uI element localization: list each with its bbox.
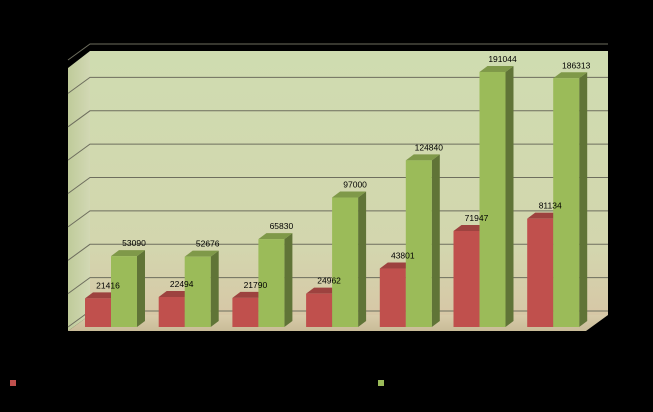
data-label: 53090 <box>122 238 146 248</box>
data-label: 21790 <box>244 280 268 290</box>
data-label: 24962 <box>317 276 341 286</box>
bar-top-face <box>111 250 145 257</box>
bar <box>258 239 285 327</box>
bar-series-2-cat-5 <box>405 154 440 327</box>
data-label: 52676 <box>196 239 220 249</box>
gridline <box>67 143 608 161</box>
bar-series-2-cat-7 <box>553 72 588 327</box>
data-label: 65830 <box>270 221 294 231</box>
bar-top-face <box>553 72 588 79</box>
gridline <box>67 76 608 94</box>
bar-series-2-cat-1 <box>111 250 145 327</box>
bar-top-face <box>184 250 219 257</box>
gridline <box>67 110 608 128</box>
bar-side-face <box>210 250 219 327</box>
bar <box>553 78 580 327</box>
bar-top-face <box>85 292 119 299</box>
data-label: 43801 <box>391 251 415 261</box>
bar-side-face <box>358 191 367 327</box>
data-label: 71947 <box>465 213 489 223</box>
bar <box>232 297 259 327</box>
legend-swatch-series-2 <box>378 380 384 386</box>
bar-series-2-cat-2 <box>184 250 219 327</box>
bar <box>111 256 137 327</box>
bar-side-face <box>137 250 145 327</box>
bar-side-face <box>505 65 514 327</box>
bar-top-face <box>306 287 341 294</box>
legend-swatch-series-1 <box>10 380 16 386</box>
bar <box>405 160 432 327</box>
bar-top-face <box>379 262 414 269</box>
bar <box>453 230 480 327</box>
bar-top-face <box>158 290 193 297</box>
bars-layer <box>85 65 588 327</box>
data-label: 191044 <box>488 54 517 64</box>
data-label: 186313 <box>562 60 591 70</box>
bar-series-2-cat-4 <box>332 191 367 327</box>
legend <box>10 380 384 386</box>
bar <box>332 197 359 327</box>
bar <box>306 293 333 327</box>
bar-side-face <box>431 154 440 327</box>
data-label: 97000 <box>343 180 367 190</box>
side-wall <box>68 51 90 331</box>
data-labels-layer: 21416 53090 22494 52676 21790 65830 24962 97000… <box>96 54 590 290</box>
data-label: 22494 <box>170 279 194 289</box>
bar-series-2-cat-6 <box>479 65 514 327</box>
bar-top-face <box>232 291 267 298</box>
bar-top-face <box>332 191 367 198</box>
bar <box>379 268 406 327</box>
bar-top-face <box>527 212 562 219</box>
bar <box>85 298 111 327</box>
gridline <box>67 43 608 61</box>
bar-side-face <box>284 233 293 327</box>
bar <box>184 256 211 327</box>
bar-top-face <box>453 224 488 231</box>
data-label: 21416 <box>96 280 120 290</box>
bar <box>158 296 185 327</box>
data-label: 124840 <box>415 142 444 152</box>
bar-top-face <box>405 154 440 161</box>
bar-side-face <box>579 72 588 327</box>
data-label: 81134 <box>539 201 562 211</box>
bar <box>527 218 554 327</box>
bar <box>479 71 506 327</box>
bar-series-2-cat-3 <box>258 233 293 327</box>
bar-top-face <box>479 65 514 72</box>
bar-top-face <box>258 233 293 240</box>
